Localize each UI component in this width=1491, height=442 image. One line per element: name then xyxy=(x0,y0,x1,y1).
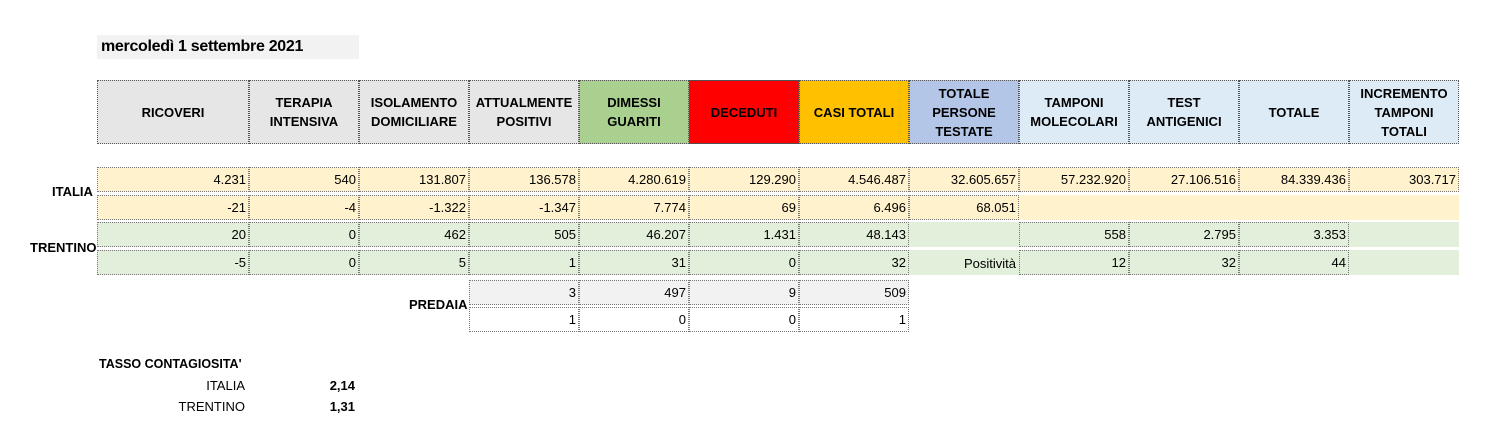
table-cell: 0 xyxy=(249,250,359,275)
column-header: DECEDUTI xyxy=(689,80,799,144)
tasso-trentino-label: TRENTINO xyxy=(178,399,245,414)
column-header: RICOVERI xyxy=(97,80,249,144)
table-cell: 3.353 xyxy=(1239,222,1349,247)
table-cell: 27.106.516 xyxy=(1129,167,1239,192)
table-cell xyxy=(1129,195,1239,220)
table-cell: 1 xyxy=(469,307,579,332)
table-cell xyxy=(909,222,1019,247)
table-cell: 32.605.657 xyxy=(909,167,1019,192)
row-label-trentino: TRENTINO xyxy=(30,240,97,255)
table-cell: 0 xyxy=(689,250,799,275)
table-cell: 32 xyxy=(799,250,909,275)
table-cell xyxy=(909,250,1019,275)
table-cell: 46.207 xyxy=(579,222,689,247)
table-cell: 497 xyxy=(579,280,689,305)
table-cell: 32 xyxy=(1129,250,1239,275)
column-header: TOTALE PERSONE TESTATE xyxy=(909,80,1019,144)
tasso-italia-label: ITALIA xyxy=(206,378,245,393)
column-header: TOTALE xyxy=(1239,80,1349,144)
row-label-predaia: PREDAIA xyxy=(409,297,468,312)
column-header: DIMESSI GUARITI xyxy=(579,80,689,144)
table-cell: 505 xyxy=(469,222,579,247)
table-cell: -1.322 xyxy=(359,195,469,220)
table-cell xyxy=(1349,195,1459,220)
table-cell: 31 xyxy=(579,250,689,275)
table-cell xyxy=(1349,222,1459,247)
table-cell: -21 xyxy=(97,195,249,220)
table-cell: 1 xyxy=(799,307,909,332)
table-cell: 6.496 xyxy=(799,195,909,220)
column-header: INCREMENTO TAMPONI TOTALI xyxy=(1349,80,1459,144)
tasso-trentino-value: 1,31 xyxy=(329,399,355,414)
column-header: TEST ANTIGENICI xyxy=(1129,80,1239,144)
table-cell: 20 xyxy=(97,222,249,247)
table-cell: 540 xyxy=(249,167,359,192)
table-cell: 4.231 xyxy=(97,167,249,192)
column-header: TERAPIA INTENSIVA xyxy=(249,80,359,144)
tasso-title: TASSO CONTAGIOSITA' xyxy=(99,357,242,371)
table-cell: 4.280.619 xyxy=(579,167,689,192)
table-cell: 303.717 xyxy=(1349,167,1459,192)
table-cell: 68.051 xyxy=(909,195,1019,220)
table-cell xyxy=(1349,250,1459,275)
table-cell: 0 xyxy=(579,307,689,332)
column-header: ISOLAMENTO DOMICILIARE xyxy=(359,80,469,144)
column-header: CASI TOTALI xyxy=(799,80,909,144)
table-cell xyxy=(1019,195,1129,220)
table-cell: 2.795 xyxy=(1129,222,1239,247)
row-label-italia: ITALIA xyxy=(52,184,93,199)
column-header: TAMPONI MOLECOLARI xyxy=(1019,80,1129,144)
positivita-label: Positività xyxy=(963,256,1016,271)
table-cell: 84.339.436 xyxy=(1239,167,1349,192)
table-cell: 509 xyxy=(799,280,909,305)
table-cell: 1 xyxy=(469,250,579,275)
table-cell: 1.431 xyxy=(689,222,799,247)
table-cell xyxy=(1239,195,1349,220)
table-cell: 462 xyxy=(359,222,469,247)
table-cell: 57.232.920 xyxy=(1019,167,1129,192)
table-cell: 9 xyxy=(689,280,799,305)
table-cell: 12 xyxy=(1019,250,1129,275)
table-cell: 131.807 xyxy=(359,167,469,192)
table-cell: 136.578 xyxy=(469,167,579,192)
table-cell: 3 xyxy=(469,280,579,305)
table-cell: -4 xyxy=(249,195,359,220)
table-cell: -1.347 xyxy=(469,195,579,220)
table-cell: 48.143 xyxy=(799,222,909,247)
table-cell: 69 xyxy=(689,195,799,220)
table-cell: 558 xyxy=(1019,222,1129,247)
table-cell: -5 xyxy=(97,250,249,275)
table-cell: 0 xyxy=(249,222,359,247)
table-cell: 4.546.487 xyxy=(799,167,909,192)
page-title: mercoledì 1 settembre 2021 xyxy=(97,35,359,59)
table-cell: 7.774 xyxy=(579,195,689,220)
table-cell: 5 xyxy=(359,250,469,275)
table-cell: 0 xyxy=(689,307,799,332)
column-header: ATTUALMENTE POSITIVI xyxy=(469,80,579,144)
table-cell: 44 xyxy=(1239,250,1349,275)
table-cell: 129.290 xyxy=(689,167,799,192)
tasso-italia-value: 2,14 xyxy=(329,378,355,393)
